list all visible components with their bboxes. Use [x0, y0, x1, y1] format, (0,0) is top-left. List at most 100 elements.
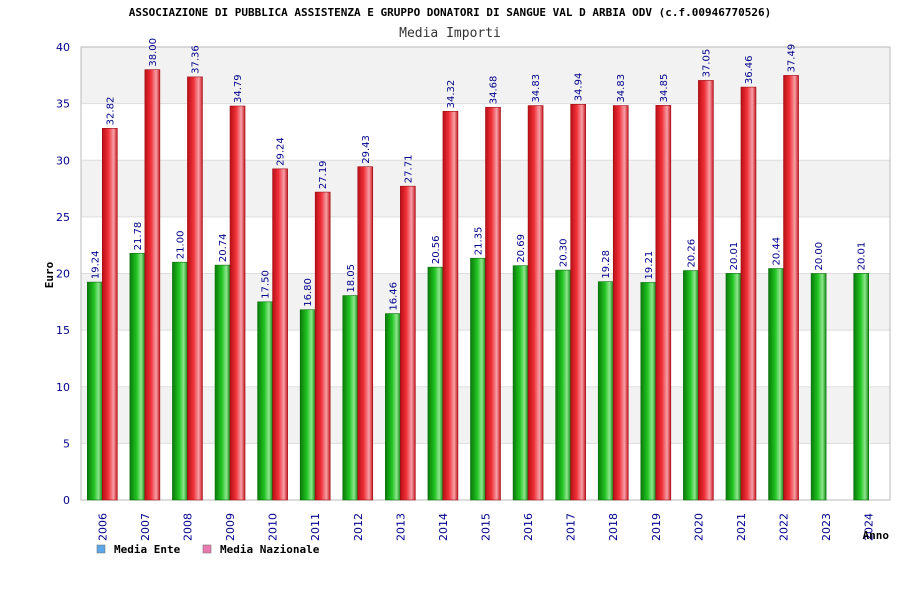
x-tick-label-2006: 2006	[96, 513, 109, 541]
x-tick-label-2024: 2024	[863, 513, 876, 541]
y-tick-label: 10	[56, 381, 70, 394]
data-label-media-ente-2008: 21.00	[175, 231, 186, 260]
bar-media-ente-2017	[555, 269, 571, 501]
data-labels: 19.24 32.82 21.78 38.00 21.00 37.36 20.74 34.79…	[90, 38, 867, 311]
bar-media-ente-2023	[810, 273, 827, 501]
x-tick-label-2013: 2013	[394, 513, 407, 541]
y-axis: 0 5 10 15 20 25 30 35 40	[56, 41, 70, 507]
data-label-media-ente-2021: 20.01	[729, 242, 740, 271]
data-label-media-nazionale-2007: 38.00	[148, 38, 159, 67]
x-axis: 2006 2007 2008 2009 2010 2011 2012 2013 2014 2015…	[96, 513, 875, 541]
data-label-media-nazionale-2014: 34.32	[446, 80, 457, 109]
data-label-media-ente-2017: 20.30	[559, 238, 570, 267]
x-tick-label-2007: 2007	[139, 513, 152, 541]
bar-media-ente-2021	[725, 273, 742, 501]
data-label-media-ente-2010: 17.50	[261, 270, 272, 299]
bar-media-ente-2013	[385, 313, 401, 501]
bar-media-nazionale-2018	[612, 105, 629, 501]
bar-media-ente-2006	[86, 281, 103, 501]
data-label-media-ente-2018: 19.28	[601, 250, 612, 279]
data-label-media-ente-2020: 20.26	[686, 239, 697, 268]
bar-media-ente-2010	[257, 301, 273, 501]
data-label-media-nazionale-2021: 36.46	[744, 55, 755, 84]
y-axis-label: Euro	[43, 261, 56, 288]
data-label-media-nazionale-2010: 29.24	[276, 137, 287, 166]
y-tick-label: 20	[56, 268, 70, 281]
bar-media-nazionale-2021	[740, 86, 757, 501]
y-tick-label: 5	[63, 437, 70, 450]
bars	[86, 69, 870, 501]
data-label-media-ente-2024: 20.01	[857, 242, 868, 271]
data-label-media-nazionale-2006: 32.82	[105, 97, 116, 126]
data-label-media-nazionale-2013: 27.71	[403, 155, 414, 184]
y-tick-label: 30	[56, 154, 70, 167]
x-tick-label-2018: 2018	[607, 513, 620, 541]
bar-media-nazionale-2017	[570, 104, 586, 501]
data-label-media-ente-2016: 20.69	[516, 234, 527, 263]
data-label-media-ente-2007: 21.78	[133, 222, 144, 251]
legend: Media Ente Media Nazionale	[96, 543, 320, 556]
x-tick-label-2016: 2016	[522, 513, 535, 541]
legend-swatch-media-nazionale	[202, 544, 212, 554]
data-label-media-ente-2019: 19.21	[644, 251, 655, 280]
data-label-media-nazionale-2016: 34.83	[531, 74, 542, 103]
x-tick-label-2010: 2010	[267, 513, 280, 541]
data-label-media-nazionale-2011: 27.19	[318, 160, 329, 189]
data-label-media-nazionale-2008: 37.36	[190, 45, 201, 74]
data-label-media-nazionale-2018: 34.83	[616, 74, 627, 103]
bar-media-nazionale-2012	[357, 166, 374, 501]
bar-media-ente-2015	[470, 257, 486, 501]
x-tick-label-2015: 2015	[480, 513, 493, 541]
x-tick-label-2011: 2011	[309, 513, 322, 541]
chart-subtitle: Media Importi	[399, 26, 501, 41]
chart-title: ASSOCIAZIONE DI PUBBLICA ASSISTENZA E GR…	[129, 6, 771, 19]
x-tick-label-2014: 2014	[437, 513, 450, 541]
data-label-media-nazionale-2012: 29.43	[361, 135, 372, 164]
data-label-media-nazionale-2017: 34.94	[574, 73, 585, 102]
bar-media-nazionale-2010	[272, 168, 288, 501]
x-tick-label-2023: 2023	[820, 513, 833, 541]
bar-media-ente-2022	[768, 268, 784, 501]
bar-media-ente-2012	[342, 295, 359, 501]
bar-media-nazionale-2013	[400, 185, 416, 501]
x-tick-label-2012: 2012	[352, 513, 365, 541]
data-label-media-ente-2011: 16.80	[303, 278, 314, 307]
x-tick-label-2019: 2019	[650, 513, 663, 541]
y-tick-label: 40	[56, 41, 70, 54]
data-label-media-ente-2023: 20.00	[814, 242, 825, 271]
bar-media-ente-2016	[512, 265, 529, 501]
bar-media-ente-2020	[683, 270, 699, 501]
y-tick-label: 35	[56, 98, 70, 111]
x-tick-label-2017: 2017	[565, 513, 578, 541]
legend-label-media-nazionale: Media Nazionale	[220, 543, 320, 556]
data-label-media-ente-2009: 20.74	[218, 233, 229, 262]
x-tick-label-2008: 2008	[181, 513, 194, 541]
x-tick-label-2020: 2020	[692, 513, 705, 541]
bar-media-nazionale-2009	[229, 105, 246, 501]
bar-media-ente-2009	[214, 264, 231, 501]
bar-media-ente-2019	[640, 282, 657, 501]
data-label-media-nazionale-2009: 34.79	[233, 74, 244, 103]
bar-media-nazionale-2022	[783, 75, 799, 501]
y-tick-label: 25	[56, 211, 70, 224]
bar-media-ente-2024	[853, 273, 870, 501]
bar-media-ente-2011	[299, 309, 316, 501]
legend-label-media-ente: Media Ente	[114, 543, 181, 556]
bar-media-nazionale-2016	[527, 105, 544, 501]
bar-media-nazionale-2006	[101, 128, 118, 501]
legend-swatch-media-ente	[96, 544, 106, 554]
data-label-media-ente-2014: 20.56	[431, 236, 442, 265]
data-label-media-nazionale-2020: 37.05	[701, 49, 712, 78]
bar-media-ente-2014	[427, 266, 444, 501]
data-label-media-ente-2015: 21.35	[474, 227, 485, 256]
bar-media-nazionale-2014	[442, 111, 459, 501]
data-label-media-ente-2006: 19.24	[90, 250, 101, 279]
bar-media-ente-2007	[129, 253, 146, 501]
y-tick-label: 15	[56, 324, 70, 337]
bar-media-ente-2008	[172, 261, 188, 501]
bar-media-nazionale-2019	[655, 105, 672, 501]
bar-media-nazionale-2020	[698, 80, 714, 501]
y-tick-label: 0	[63, 494, 70, 507]
x-axis-label: Anno	[863, 529, 890, 542]
